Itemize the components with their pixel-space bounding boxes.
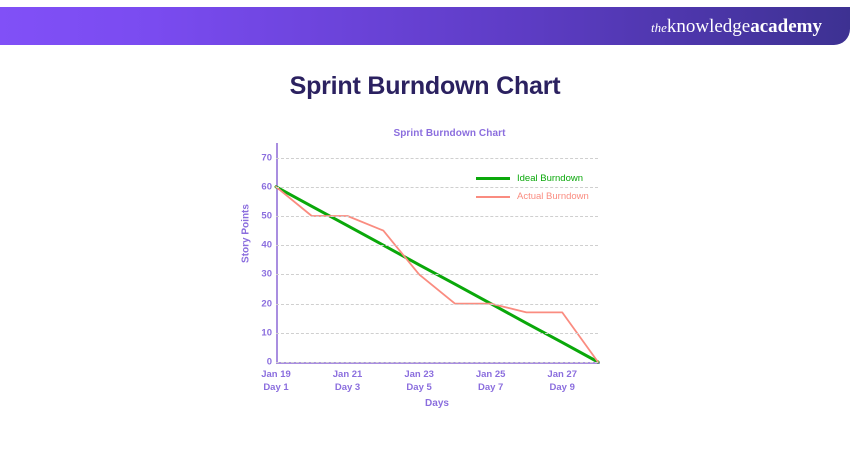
legend-swatch-actual-icon <box>476 195 510 198</box>
x-tick-label: Jan 21 Day 3 <box>318 368 378 394</box>
legend-swatch-ideal-icon <box>476 177 510 180</box>
header-bar: theknowledgeacademy <box>0 7 850 45</box>
y-tick-label: 40 <box>261 239 272 251</box>
y-tick-label: 50 <box>261 210 272 222</box>
gridline <box>276 157 598 159</box>
x-tick-day: Day 1 <box>263 382 289 393</box>
gridline <box>276 216 598 217</box>
gridline <box>276 245 598 247</box>
x-tick-date: Jan 23 <box>404 369 434 380</box>
x-tick-label: Jan 23 Day 5 <box>389 368 449 394</box>
gridline <box>276 303 598 305</box>
x-tick-day: Day 7 <box>477 382 504 393</box>
x-tick-label: Jan 19 Day 1 <box>246 368 306 394</box>
y-tick-label: 20 <box>261 298 272 310</box>
gridline <box>276 362 598 363</box>
plot-area <box>274 143 600 364</box>
legend-label-ideal: Ideal Burndown <box>517 173 584 184</box>
gridline <box>276 332 598 334</box>
brand-logo: theknowledgeacademy <box>651 17 822 36</box>
legend-item-actual: Actual Burndown <box>476 191 589 202</box>
x-tick-day: Day 3 <box>334 382 361 393</box>
gridline <box>276 274 598 276</box>
x-tick-label: Jan 27 Day 9 <box>532 368 592 394</box>
y-tick-label: 60 <box>261 181 272 193</box>
y-tick-label: 10 <box>261 327 272 339</box>
x-tick-day: Day 9 <box>549 382 575 393</box>
y-axis-title: Story Points <box>240 204 252 263</box>
brand-knowledge: knowledge <box>666 15 751 37</box>
x-tick-day: Day 5 <box>406 382 432 393</box>
brand-academy: academy <box>750 15 822 37</box>
y-tick-label: 70 <box>261 152 272 164</box>
x-axis-title: Days <box>425 398 449 409</box>
x-tick-date: Jan 25 <box>475 369 506 380</box>
x-tick-date: Jan 21 <box>332 369 363 380</box>
x-tick-date: Jan 27 <box>547 369 577 380</box>
y-tick-label: 0 <box>266 356 272 368</box>
y-axis-line <box>276 143 278 364</box>
y-tick-labels: 0 10 20 30 40 50 60 70 <box>232 143 272 367</box>
legend-label-actual: Actual Burndown <box>517 191 589 202</box>
page-title: Sprint Burndown Chart <box>289 72 561 100</box>
legend-item-ideal: Ideal Burndown <box>476 173 589 184</box>
x-tick-date: Jan 19 <box>261 369 291 380</box>
burndown-chart: Sprint Burndown Chart 0 10 20 30 40 50 60 70 St… <box>232 120 622 420</box>
x-axis-line <box>276 362 600 364</box>
chart-subtitle: Sprint Burndown Chart <box>393 128 506 139</box>
brand-the: the <box>650 19 667 35</box>
chart-legend: Ideal Burndown Actual Burndown <box>476 173 589 202</box>
x-tick-label: Jan 25 Day 7 <box>461 368 521 394</box>
y-tick-label: 30 <box>261 268 272 280</box>
gridline <box>276 186 598 188</box>
